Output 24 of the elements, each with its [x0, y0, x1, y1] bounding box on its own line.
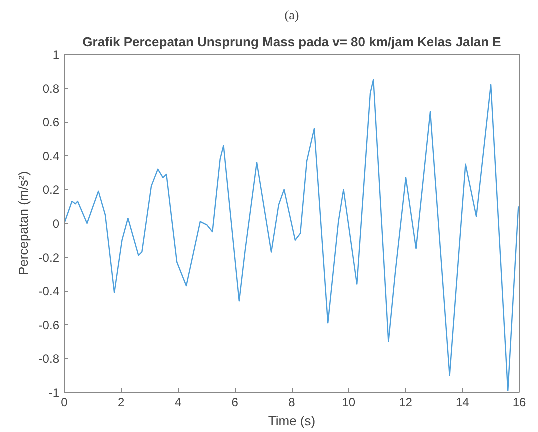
x-tick-label: 10 [342, 396, 356, 410]
x-tick-label: 16 [512, 396, 526, 410]
x-axis-title: Time (s) [268, 414, 316, 428]
text: (a) [284, 8, 300, 22]
y-tick-label: -1 [48, 386, 60, 400]
y-tick-label: -0.2 [38, 250, 60, 265]
y-tick-label: 0.8 [42, 82, 60, 96]
y-tick-label: 0.2 [42, 183, 60, 198]
x-tick-label: 4 [174, 396, 182, 410]
y-tick-label: 0 [52, 217, 60, 231]
y-axis-title: Percepatan (m/s²) [16, 171, 31, 276]
y-tick-label: 0.4 [42, 149, 60, 164]
y-tick-label: -0.4 [38, 284, 60, 299]
x-tick-label: 6 [232, 396, 239, 410]
x-tick-label: 0 [61, 396, 68, 410]
y-tick-label: 1 [52, 48, 60, 62]
x-tick-label: 12 [399, 396, 413, 410]
y-tick-label: -0.6 [38, 318, 60, 332]
x-tick-label: 14 [456, 396, 470, 410]
x-tick-label: 2 [118, 396, 126, 410]
x-tick-label: 8 [288, 396, 296, 410]
y-tick-label: 0.6 [42, 116, 60, 130]
chart-title: Grafik Percepatan Unsprung Mass pada v= 80 km/jam Kelas Jalan E [82, 34, 502, 50]
y-tick-label: -0.8 [38, 352, 60, 366]
